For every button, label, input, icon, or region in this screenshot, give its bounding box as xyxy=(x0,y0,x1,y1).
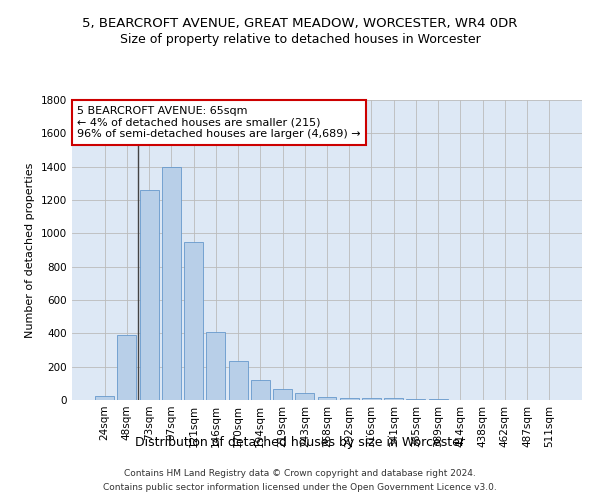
Bar xyxy=(118,335,136,400)
Text: Contains public sector information licensed under the Open Government Licence v3: Contains public sector information licen… xyxy=(103,484,497,492)
Bar xyxy=(273,389,292,400)
Bar xyxy=(295,392,314,400)
Bar xyxy=(140,190,158,400)
Bar xyxy=(317,396,337,400)
Bar xyxy=(95,396,114,400)
Text: 5 BEARCROFT AVENUE: 65sqm
← 4% of detached houses are smaller (215)
96% of semi-: 5 BEARCROFT AVENUE: 65sqm ← 4% of detach… xyxy=(77,106,361,139)
Bar xyxy=(362,398,381,400)
Bar xyxy=(229,361,248,400)
Bar xyxy=(429,399,448,400)
Bar xyxy=(206,332,225,400)
Text: Distribution of detached houses by size in Worcester: Distribution of detached houses by size … xyxy=(135,436,465,449)
Y-axis label: Number of detached properties: Number of detached properties xyxy=(25,162,35,338)
Text: Contains HM Land Registry data © Crown copyright and database right 2024.: Contains HM Land Registry data © Crown c… xyxy=(124,468,476,477)
Bar xyxy=(406,399,425,400)
Text: Size of property relative to detached houses in Worcester: Size of property relative to detached ho… xyxy=(119,32,481,46)
Bar xyxy=(184,242,203,400)
Text: 5, BEARCROFT AVENUE, GREAT MEADOW, WORCESTER, WR4 0DR: 5, BEARCROFT AVENUE, GREAT MEADOW, WORCE… xyxy=(82,18,518,30)
Bar xyxy=(251,380,270,400)
Bar xyxy=(340,398,359,400)
Bar xyxy=(162,166,181,400)
Bar xyxy=(384,398,403,400)
